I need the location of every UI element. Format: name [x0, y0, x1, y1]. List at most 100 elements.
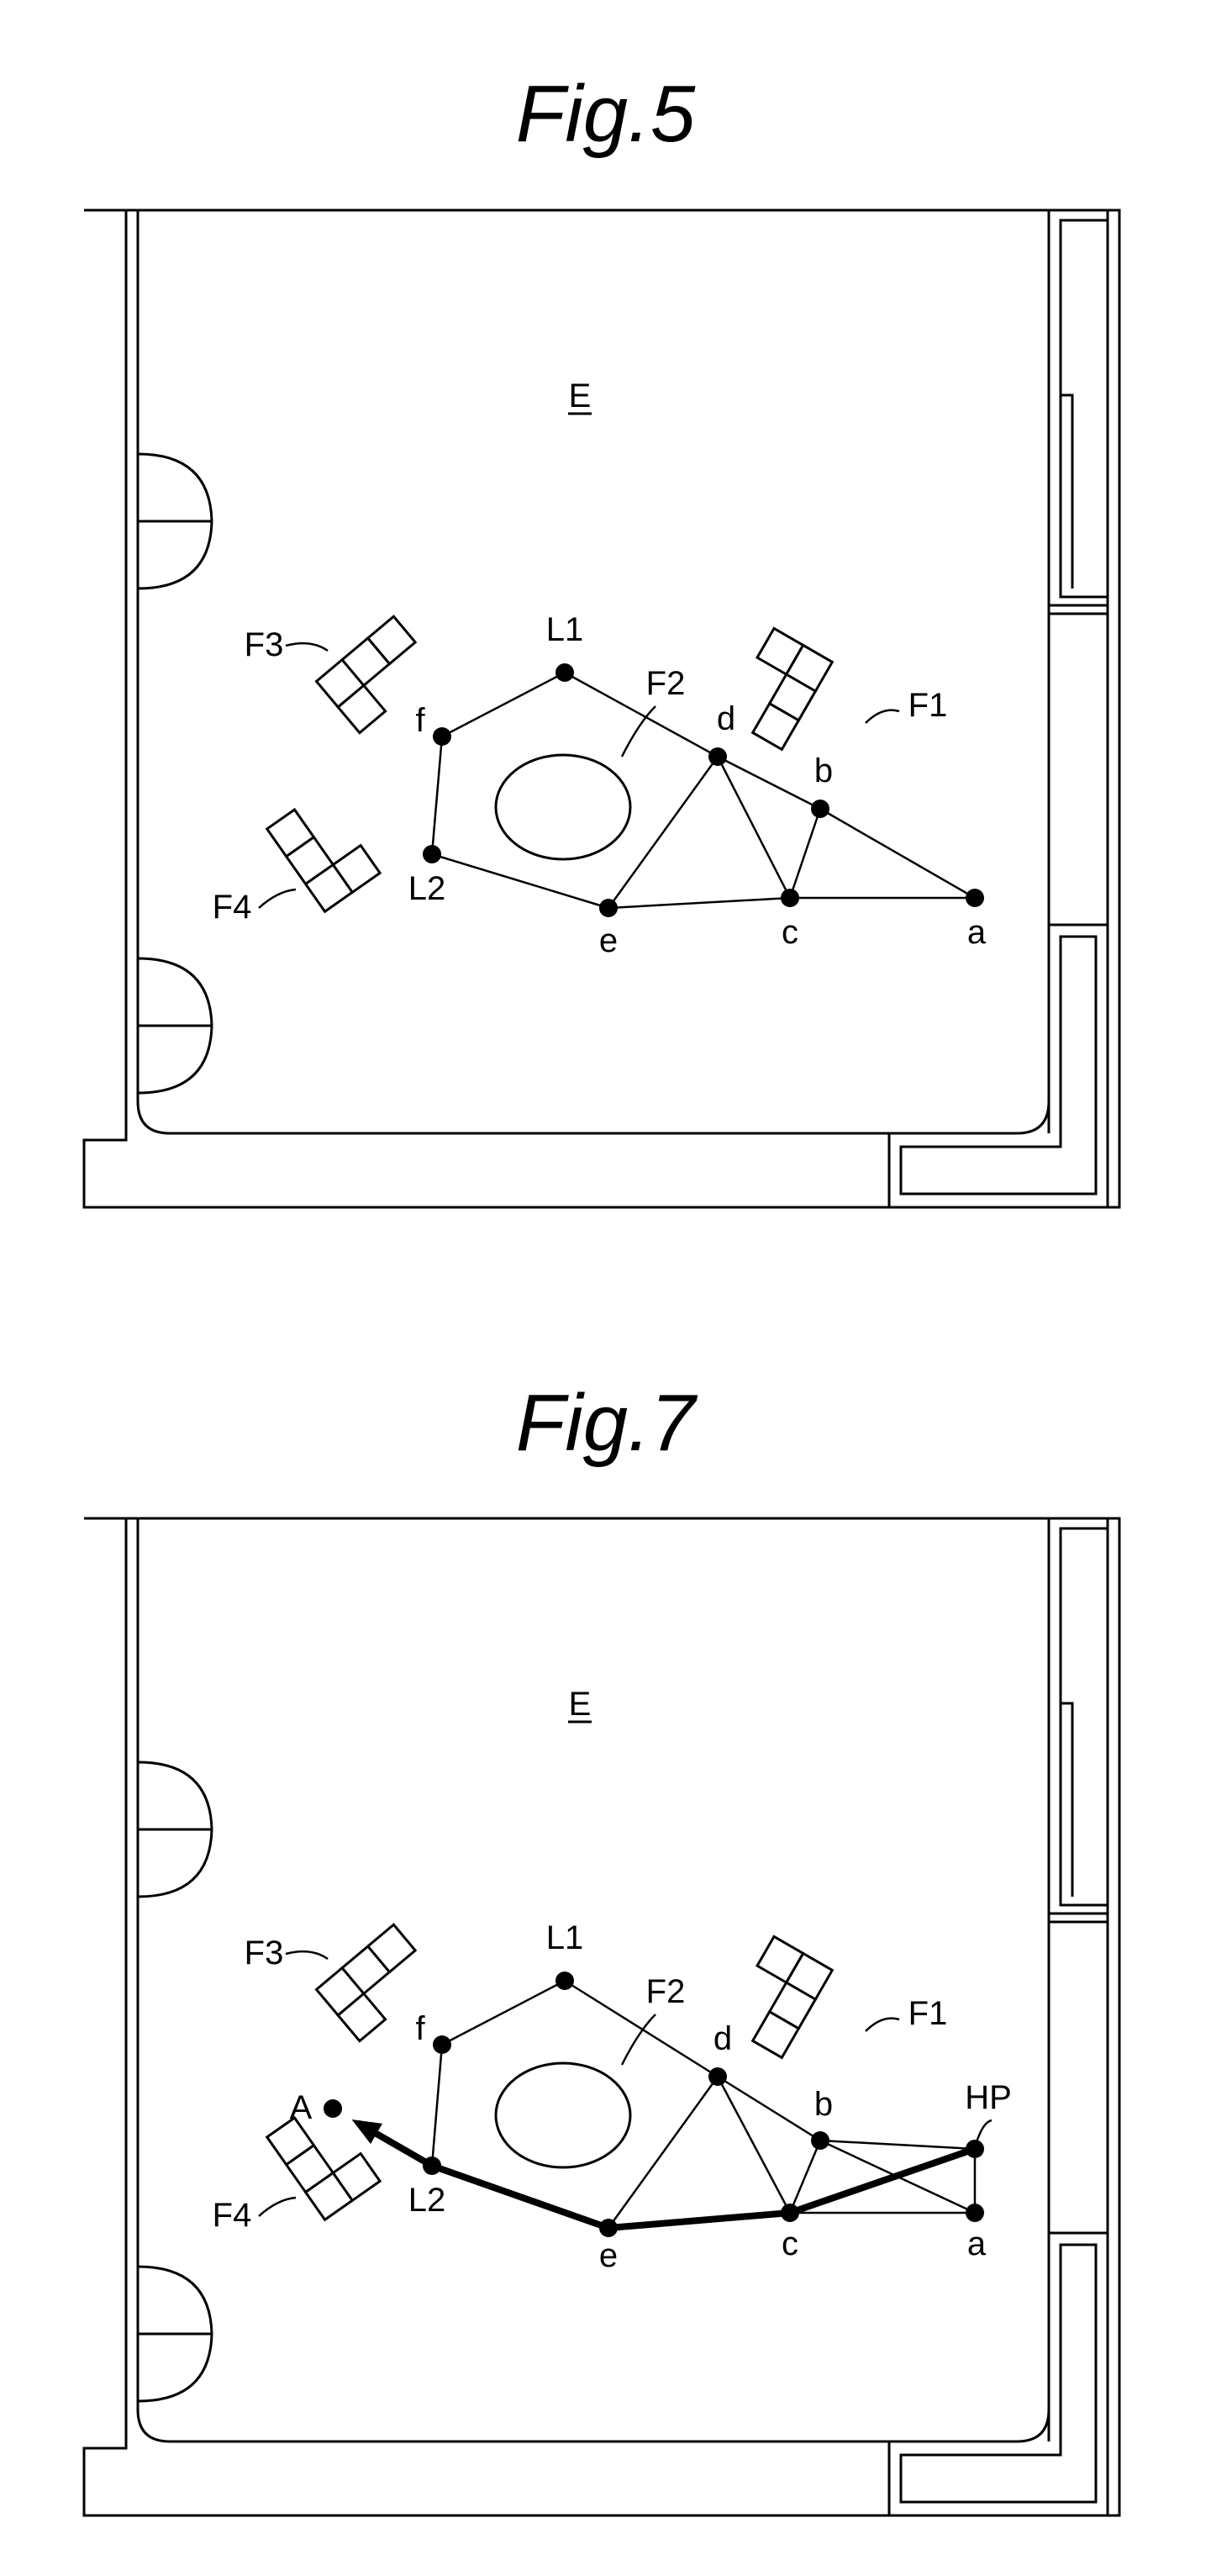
- inner-wall: [136, 210, 1050, 1135]
- furniture-f3: [314, 615, 418, 735]
- room-label-e: E: [569, 377, 592, 414]
- leader-f3: [285, 641, 329, 652]
- label-f3: F3: [245, 626, 284, 663]
- node-HP: [966, 2140, 984, 2158]
- left-wall-lines: [124, 1518, 140, 2435]
- outer-wall: [82, 1517, 1121, 2517]
- f4-block: [331, 2151, 382, 2203]
- node-e: [599, 2219, 618, 2237]
- node-label-L2: L2: [408, 870, 446, 907]
- node-label-L1: L1: [546, 1919, 584, 1956]
- figure-7-diagram: E F2 F1 F3 F4 L1 f L2 e d c b a HP A: [82, 1517, 1121, 2517]
- node-label-c: c: [782, 914, 798, 951]
- left-wall-lines: [124, 210, 140, 1127]
- edge-d-c: [716, 756, 792, 899]
- edge-L1-f: [441, 671, 566, 738]
- node-label-b: b: [814, 752, 833, 789]
- table-f2: [494, 753, 632, 861]
- edge-d-c: [716, 2076, 792, 2214]
- node-f: [433, 727, 451, 746]
- node-b: [811, 2131, 829, 2150]
- cabinet-bottom-right: [887, 2231, 1109, 2517]
- node-b: [811, 800, 829, 818]
- cabinet-top-right: [1059, 219, 1109, 599]
- room-label-e: E: [569, 1686, 592, 1723]
- cabinet-top-right: [1059, 1527, 1109, 1907]
- edge-f-L2: [430, 2044, 444, 2167]
- right-wall-lines: [1047, 1518, 1109, 2515]
- edge-f-L2: [430, 736, 444, 855]
- f3-block: [366, 615, 418, 666]
- node-L2: [423, 845, 441, 863]
- label-f1: F1: [908, 1995, 948, 2032]
- node-label-L1: L1: [546, 611, 584, 648]
- node-label-e: e: [599, 2237, 618, 2274]
- furniture-f4: [265, 807, 382, 914]
- edge-L1-d: [564, 1979, 719, 2078]
- leader-f3: [285, 1950, 329, 1961]
- wall-separator: [1049, 1912, 1108, 1924]
- node-a: [966, 889, 984, 907]
- furniture-f4: [265, 2115, 382, 2222]
- edge-e-d: [607, 756, 719, 909]
- node-c: [781, 889, 799, 907]
- node-label-HP: HP: [965, 2079, 1012, 2116]
- node-c: [781, 2204, 799, 2222]
- node-L1: [555, 663, 574, 682]
- wall-separator: [1049, 604, 1108, 615]
- node-f: [433, 2035, 451, 2054]
- outer-wall: [82, 209, 1121, 1209]
- node-label-f: f: [415, 2010, 425, 2047]
- edge-d-b: [717, 755, 821, 810]
- node-label-L2: L2: [408, 2182, 446, 2219]
- leader-hp: [975, 2119, 992, 2143]
- f3-block: [336, 684, 387, 735]
- table-f2: [494, 2061, 632, 2169]
- node-label-d: d: [713, 2020, 732, 2057]
- node-label-d: d: [717, 700, 735, 737]
- edge-e-c: [608, 896, 791, 910]
- figure-5-title: Fig.5: [515, 69, 696, 159]
- node-label-f: f: [415, 702, 425, 739]
- cabinet-top-right-inner: [1061, 393, 1074, 589]
- leader-f1: [865, 2017, 900, 2032]
- furniture-f1: [750, 1935, 835, 2060]
- node-label-A: A: [290, 2089, 313, 2126]
- right-wall-lines: [1047, 210, 1109, 1207]
- leader-f1: [865, 709, 900, 724]
- node-label-b: b: [814, 2086, 833, 2123]
- node-A: [324, 2099, 342, 2118]
- edge-L2-e: [431, 853, 609, 910]
- node-L2: [423, 2156, 441, 2175]
- label-f2: F2: [646, 665, 686, 702]
- f1-block: [750, 2009, 801, 2060]
- route-arrowhead: [351, 2119, 382, 2145]
- cabinet-bottom-right: [887, 923, 1109, 1209]
- label-f1: F1: [908, 687, 948, 724]
- edge-b-HP: [819, 2139, 976, 2151]
- edge-d-b: [717, 2075, 821, 2142]
- node-d: [708, 747, 727, 766]
- edge-b-a: [819, 807, 976, 900]
- edge-L1-f: [441, 1979, 566, 2046]
- cabinet-bottom-right-inner: [899, 935, 1098, 1196]
- node-d: [708, 2067, 727, 2086]
- label-f3: F3: [245, 1935, 284, 1972]
- inner-wall: [136, 1518, 1050, 2443]
- leader-f2: [620, 2014, 656, 2066]
- furniture-f3: [314, 1923, 418, 2043]
- f4-block: [331, 843, 382, 895]
- f3-block: [336, 1992, 387, 2043]
- leader-f4: [258, 888, 297, 909]
- node-e: [599, 899, 618, 917]
- cabinet-bottom-right-inner: [899, 2243, 1098, 2504]
- node-label-e: e: [599, 922, 618, 959]
- edge-e-d: [607, 2076, 719, 2229]
- f1-block: [750, 701, 801, 752]
- edge-c-b: [788, 2140, 822, 2214]
- label-f2: F2: [646, 1973, 686, 2010]
- figure-5-diagram: E F2 F1 F3 F4 L1 f L2 e d c b a: [82, 209, 1121, 1209]
- label-f4: F4: [213, 889, 252, 926]
- leader-f2: [620, 705, 656, 757]
- node-label-a: a: [967, 2225, 987, 2262]
